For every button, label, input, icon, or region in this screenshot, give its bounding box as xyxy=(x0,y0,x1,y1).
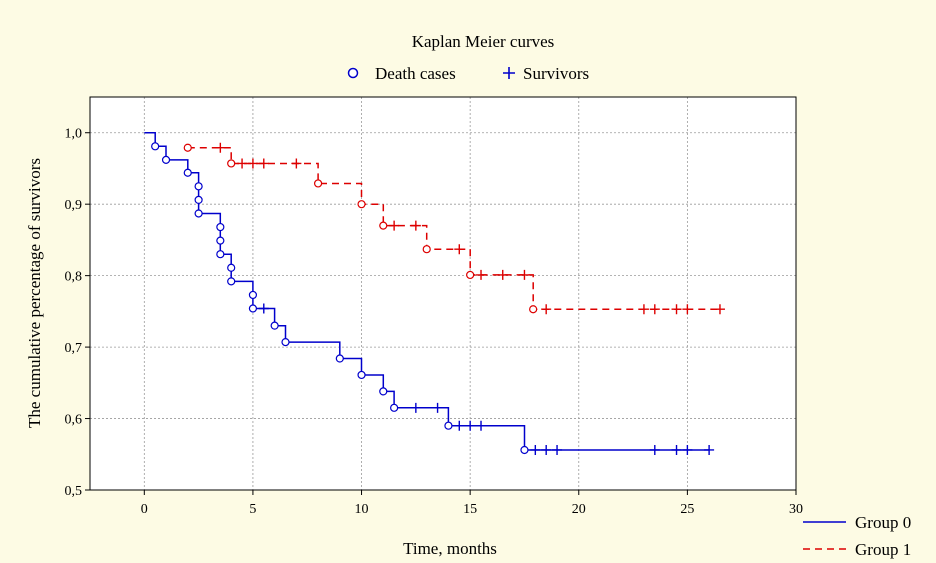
censored-marker xyxy=(410,220,421,231)
grid-lines xyxy=(90,97,796,490)
legend-group0-label: Group 0 xyxy=(855,513,911,532)
survival-curve-group1 xyxy=(187,146,720,310)
x-tick-label: 10 xyxy=(355,502,369,517)
x-tick-label: 15 xyxy=(463,502,477,517)
death-marker xyxy=(151,142,160,151)
death-marker xyxy=(194,182,203,191)
series-group-0 xyxy=(144,131,715,455)
y-tick-label: 0,8 xyxy=(65,270,83,285)
death-marker xyxy=(357,200,366,209)
censored-marker xyxy=(541,304,552,315)
death-marker xyxy=(183,168,192,177)
x-tick-label: 0 xyxy=(141,502,148,517)
censored-marker xyxy=(476,420,487,431)
censored-marker xyxy=(258,303,269,314)
censored-marker xyxy=(454,244,465,255)
survivor-marker-icon xyxy=(503,67,515,79)
censored-marker xyxy=(258,158,269,169)
y-axis-label: The cumulative percentage of survivors xyxy=(25,158,44,428)
censored-marker xyxy=(410,402,421,413)
censored-marker xyxy=(497,269,508,280)
y-tick-label: 0,5 xyxy=(65,484,83,499)
death-marker xyxy=(194,195,203,204)
x-axis-label: Time, months xyxy=(403,539,497,558)
y-tick-label: 0,6 xyxy=(65,413,83,428)
death-marker xyxy=(281,337,290,347)
death-marker xyxy=(227,263,236,272)
death-marker xyxy=(357,370,366,380)
legend-survivor-label: Survivors xyxy=(523,64,589,83)
series-legend: Group 0 Group 1 xyxy=(803,513,911,559)
death-marker xyxy=(335,354,344,363)
death-marker xyxy=(216,250,225,259)
death-marker xyxy=(379,221,388,230)
censored-marker xyxy=(714,304,725,315)
death-marker xyxy=(390,403,399,412)
death-marker xyxy=(248,290,258,300)
death-marker xyxy=(183,143,192,152)
legend-group1-label: Group 1 xyxy=(855,540,911,559)
censored-marker xyxy=(682,444,693,455)
legend-death-label: Death cases xyxy=(375,64,456,83)
censored-marker xyxy=(237,158,248,169)
death-marker xyxy=(529,305,538,314)
death-marker xyxy=(161,155,171,164)
marker-legend: Death cases Survivors xyxy=(347,64,589,83)
death-marker xyxy=(216,236,225,245)
censored-marker xyxy=(649,444,660,455)
death-marker xyxy=(313,179,323,188)
chart-title: Kaplan Meier curves xyxy=(412,32,555,51)
censored-marker xyxy=(541,444,552,455)
plot-area xyxy=(90,97,796,490)
censored-marker xyxy=(552,444,563,455)
censored-marker xyxy=(649,304,660,315)
x-tick-label: 20 xyxy=(572,502,586,517)
death-marker xyxy=(216,222,225,232)
x-tick-label: 30 xyxy=(789,502,803,517)
censored-marker xyxy=(247,158,258,169)
death-marker xyxy=(248,304,258,313)
censored-marker xyxy=(530,444,541,455)
death-marker xyxy=(227,277,236,286)
series-group-1 xyxy=(183,142,725,315)
death-marker xyxy=(520,445,529,455)
censored-marker xyxy=(671,304,682,315)
death-marker xyxy=(422,245,431,254)
death-marker xyxy=(466,270,475,280)
y-tick-label: 0,7 xyxy=(65,341,83,356)
censored-marker xyxy=(215,142,226,153)
censored-marker xyxy=(519,269,530,280)
series-layer xyxy=(144,131,725,455)
censored-marker xyxy=(638,304,649,315)
censored-marker xyxy=(682,304,693,315)
censored-marker xyxy=(454,420,465,431)
censored-marker xyxy=(671,444,682,455)
death-marker-icon xyxy=(347,67,359,79)
censored-marker xyxy=(465,420,476,431)
x-tick-label: 25 xyxy=(680,502,694,517)
y-tick-label: 1,0 xyxy=(65,127,83,142)
plot-frame xyxy=(89,96,797,491)
death-marker xyxy=(270,321,279,330)
x-tick-label: 5 xyxy=(249,502,256,517)
y-tick-label: 0,9 xyxy=(65,198,83,213)
censored-marker xyxy=(476,269,487,280)
censored-marker xyxy=(389,220,400,231)
death-marker xyxy=(227,159,236,168)
death-marker xyxy=(444,421,453,430)
axis-ticks: 0 5 10 15 20 25 30 0,5 0,6 0,7 0,8 0,9 1,0 xyxy=(65,127,804,517)
censored-marker xyxy=(704,444,715,455)
censored-marker xyxy=(291,158,302,169)
death-marker xyxy=(194,209,203,218)
death-marker xyxy=(379,387,388,396)
censored-marker xyxy=(432,402,443,413)
